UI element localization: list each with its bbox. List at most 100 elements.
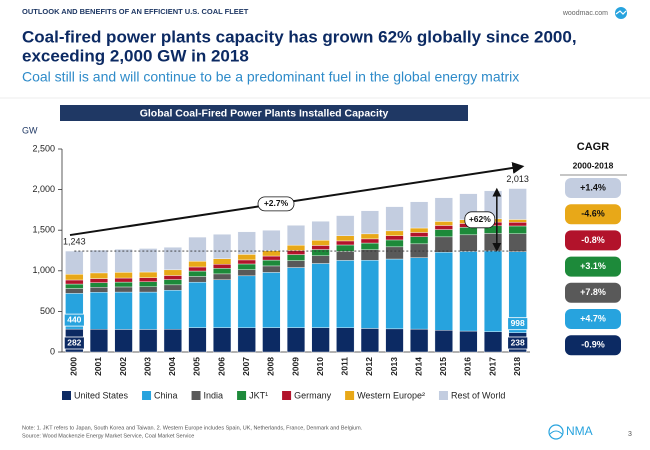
- x-tick-label: 2011: [340, 357, 350, 376]
- cagr-pill: [565, 335, 621, 356]
- total-label: 2,013: [506, 174, 529, 184]
- bar-segment: [311, 245, 330, 250]
- bar-segment: [434, 197, 453, 222]
- bar-segment: [188, 266, 207, 272]
- y-tick-label: 2,000: [32, 184, 55, 194]
- cagr-value: +4.7%: [580, 313, 606, 323]
- bar-segment: [163, 247, 182, 271]
- bar-segment: [410, 201, 429, 229]
- bar-segment: [508, 188, 527, 220]
- bar-segment: [434, 229, 453, 238]
- bar-segment: [360, 328, 379, 353]
- bar-segment: [508, 225, 527, 234]
- bar-segment: [336, 240, 355, 246]
- cagr-pill: [565, 178, 621, 198]
- y-tick-label: 1,000: [32, 265, 55, 275]
- bar-segment: [385, 239, 404, 248]
- kicker: OUTLOOK AND BENEFITS OF AN EFFICIENT U.S…: [22, 7, 249, 16]
- value-label-box: [507, 336, 529, 350]
- bar-segment: [237, 254, 256, 261]
- chart-title: Global Coal-Fired Power Plants Installed…: [140, 107, 389, 119]
- site: woodmac.com: [562, 10, 608, 17]
- bar-segment: [434, 225, 453, 230]
- legend-label: India: [204, 390, 224, 400]
- bar-segment: [89, 292, 109, 330]
- bar-segment: [410, 227, 429, 233]
- bar-segment: [286, 260, 306, 268]
- bar-segment: [508, 233, 527, 252]
- bar-segment: [385, 258, 404, 330]
- x-tick-label: 2005: [192, 357, 202, 376]
- bar-segment: [508, 219, 527, 223]
- annotation: +2.7%: [264, 198, 289, 208]
- bar-segment: [237, 259, 256, 265]
- chart-title-bar: [60, 105, 468, 121]
- x-tick-label: 2003: [142, 357, 152, 376]
- cagr-pill: [565, 256, 621, 277]
- bar-segment: [360, 242, 379, 250]
- value-label-box: [507, 317, 529, 331]
- bar-segment: [286, 225, 306, 246]
- legend-label: China: [154, 390, 178, 400]
- cagr-value: +7.8%: [580, 287, 606, 297]
- bar-segment: [262, 272, 281, 328]
- total-label: 1,243: [63, 236, 86, 246]
- legend-swatch: [237, 391, 247, 400]
- bar-segment: [360, 260, 379, 329]
- x-tick-label: 2013: [389, 357, 399, 376]
- bar-segment: [286, 327, 306, 353]
- bar-segment: [65, 279, 84, 285]
- bar-segment: [65, 274, 84, 281]
- bar-segment: [114, 286, 133, 293]
- bar-segment: [188, 236, 207, 262]
- bar-segment: [262, 255, 281, 261]
- value-label: 238: [511, 337, 525, 347]
- value-label: 998: [511, 318, 525, 328]
- bar-segment: [89, 272, 109, 279]
- bar-segment: [483, 331, 503, 353]
- bar-segment: [311, 221, 330, 241]
- bar-segment: [163, 290, 182, 330]
- legend-label: Rest of World: [451, 390, 505, 400]
- annotation-box: [257, 196, 295, 212]
- legend-swatch: [282, 391, 292, 400]
- bar-segment: [139, 248, 158, 273]
- x-tick-label: 2016: [463, 357, 473, 376]
- bar-segment: [163, 279, 182, 286]
- bar-segment: [385, 328, 404, 353]
- legend-swatch: [438, 391, 448, 400]
- bar-segment: [114, 291, 133, 330]
- x-tick-label: 2002: [118, 357, 128, 376]
- cagr-pill: [565, 309, 621, 329]
- x-tick-label: 2015: [438, 357, 448, 376]
- value-label: 282: [67, 337, 81, 347]
- bar-segment: [213, 258, 232, 265]
- cagr-pill: [565, 230, 621, 251]
- cagr-period: 2000-2018: [573, 160, 614, 170]
- annotation: +62%: [469, 214, 491, 224]
- legend-label: Western Europe²: [357, 390, 425, 400]
- bar-segment: [286, 254, 306, 261]
- source: Source: Wood Mackenzie Energy Market Ser…: [22, 433, 194, 439]
- bar-segment: [213, 264, 232, 269]
- legend-label: JKT¹: [249, 390, 268, 400]
- trend-arrow: [69, 162, 525, 237]
- bar-segment: [89, 329, 109, 353]
- bar-segment: [262, 229, 281, 251]
- cagr-pill: [565, 204, 621, 225]
- bar-segment: [89, 282, 109, 288]
- bar-segment: [139, 329, 158, 353]
- x-tick-label: 2009: [290, 357, 300, 376]
- note: Note: 1. JKT refers to Japan, South Kore…: [22, 425, 363, 431]
- x-tick-label: 2018: [512, 357, 522, 376]
- bar-segment: [311, 255, 330, 264]
- bar-segment: [139, 271, 158, 278]
- bar-segment: [360, 238, 379, 244]
- bar-segment: [237, 327, 256, 353]
- bar-segment: [114, 329, 133, 353]
- wm-logo: [615, 7, 627, 19]
- bar-segment: [139, 286, 158, 293]
- bar-segment: [336, 251, 355, 261]
- bar-segment: [89, 278, 109, 283]
- bar-segment: [434, 252, 453, 331]
